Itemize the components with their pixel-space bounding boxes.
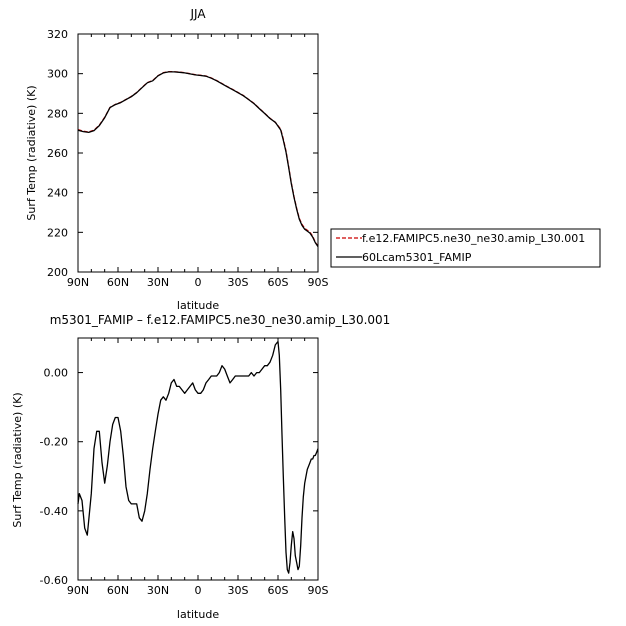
- bottom-chart-y-tick-label: -0.60: [40, 574, 68, 587]
- top-chart-series-line-2: [77, 71, 319, 247]
- top-chart-x-tick-label: 90S: [308, 276, 329, 289]
- top-chart-y-tick-label: 320: [47, 28, 68, 41]
- legend-box: [330, 228, 601, 268]
- top-chart-y-tick-label: 200: [47, 266, 68, 279]
- top-chart-y-tick-label: 220: [47, 226, 68, 239]
- bottom-chart-y-tick-label: -0.20: [40, 436, 68, 449]
- bottom-chart-x-tick-label: 0: [195, 584, 202, 597]
- bottom-chart-x-tick-label: 60S: [268, 584, 289, 597]
- top-chart-y-axis-label: Surf Temp (radiative) (K): [25, 85, 38, 220]
- top-chart-x-tick-label: 30N: [147, 276, 169, 289]
- top-chart-x-tick-label: 0: [195, 276, 202, 289]
- bottom-chart-plot-frame: [77, 337, 319, 581]
- bottom-chart-y-ticks: 0.00 -0.20 -0.40 -0.60: [40, 367, 318, 587]
- bottom-chart: m5301_FAMIP – f.e12.FAMIPC5.ne30_ne30.am…: [11, 313, 390, 621]
- top-chart-plot-frame: [77, 33, 319, 273]
- bottom-chart-y-tick-label: -0.40: [40, 505, 68, 518]
- legend: f.e12.FAMIPC5.ne30_ne30.amip_L30.001 60L…: [330, 228, 601, 268]
- top-chart-x-ticks: 90N 60N 30N 0 30S 60S 90S: [67, 34, 329, 289]
- bottom-chart-x-tick-label: 90S: [308, 584, 329, 597]
- bottom-chart-x-ticks: 90N 60N 30N 0 30S 60S 90S: [67, 338, 329, 597]
- top-chart-title: JJA: [189, 7, 206, 21]
- top-chart: JJA Surf Temp (radiative) (K) latitude 9…: [25, 7, 329, 312]
- bottom-chart-y-tick-label: 0.00: [44, 367, 69, 380]
- top-chart-y-tick-label: 240: [47, 187, 68, 200]
- top-chart-x-tick-label: 30S: [228, 276, 249, 289]
- bottom-chart-x-tick-label: 30N: [147, 584, 169, 597]
- top-chart-y-tick-label: 260: [47, 147, 68, 160]
- top-chart-x-tick-label: 60S: [268, 276, 289, 289]
- bottom-chart-series-group: [77, 340, 319, 574]
- bottom-chart-series-line-1: [77, 340, 319, 574]
- bottom-chart-x-tick-label: 90N: [67, 584, 89, 597]
- legend-label-series-2: 60Lcam5301_FAMIP: [362, 251, 472, 264]
- top-chart-y-tick-label: 280: [47, 107, 68, 120]
- top-chart-x-tick-label: 90N: [67, 276, 89, 289]
- top-chart-series-line-1: [77, 71, 319, 247]
- bottom-chart-x-axis-label: latitude: [177, 608, 219, 621]
- bottom-chart-y-axis-label: Surf Temp (radiative) (K): [11, 392, 24, 527]
- legend-label-series-1: f.e12.FAMIPC5.ne30_ne30.amip_L30.001: [362, 232, 585, 245]
- top-chart-x-axis-label: latitude: [177, 299, 219, 312]
- top-chart-y-tick-label: 300: [47, 68, 68, 81]
- bottom-chart-x-tick-label: 30S: [228, 584, 249, 597]
- top-chart-x-tick-label: 60N: [107, 276, 129, 289]
- top-chart-y-ticks: 200 220 240 260 280 300 320: [47, 28, 318, 279]
- top-chart-series-group: [77, 71, 319, 247]
- bottom-chart-title: m5301_FAMIP – f.e12.FAMIPC5.ne30_ne30.am…: [50, 313, 391, 327]
- bottom-chart-x-tick-label: 60N: [107, 584, 129, 597]
